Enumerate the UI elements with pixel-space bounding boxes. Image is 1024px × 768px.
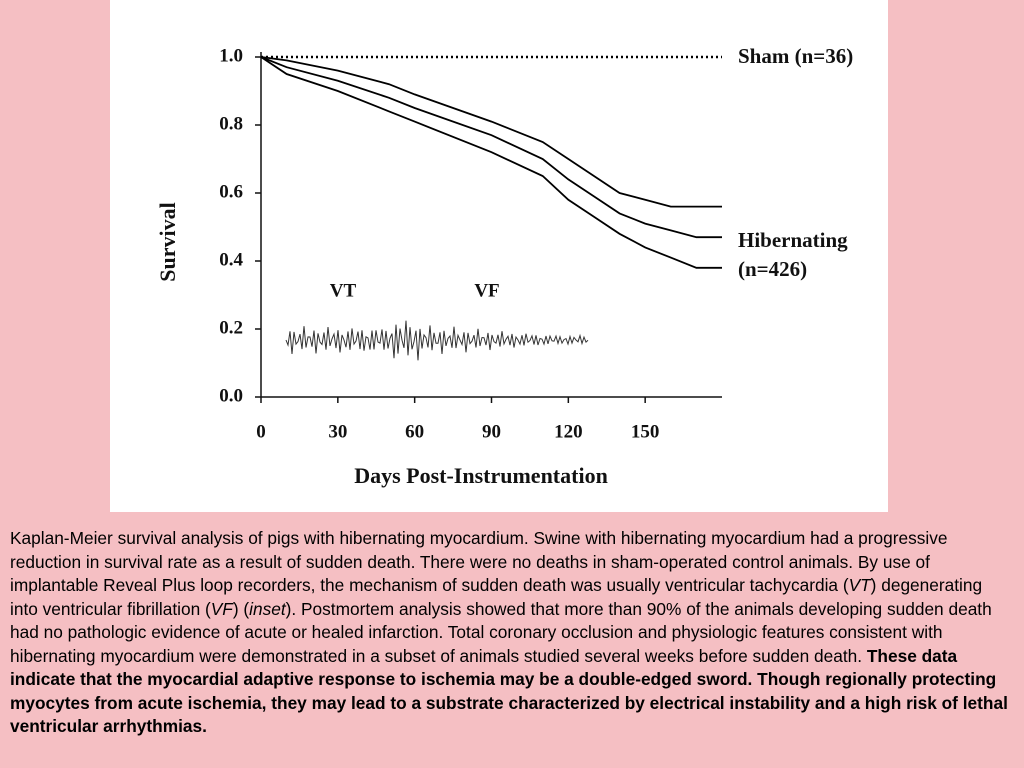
- survival-line: [260, 56, 722, 239]
- x-tick-label: 150: [631, 421, 660, 442]
- y-tick-label: 0.4: [219, 249, 243, 270]
- inset-ecg-trace: [285, 320, 589, 361]
- y-tick-label: 0.8: [219, 113, 243, 134]
- caption-segment: Kaplan-Meier survival analysis of pigs w…: [10, 528, 948, 595]
- caption-segment: ). Postmortem analysis showed that more …: [10, 598, 992, 666]
- series-label: Hibernating (n=426): [738, 228, 848, 281]
- survival-line: [260, 56, 722, 269]
- caption-segment: inset: [249, 598, 286, 619]
- annotation: VF: [474, 280, 499, 301]
- x-axis-label: Days Post-Instrumentation: [354, 463, 608, 488]
- caption-segment: VT: [848, 575, 871, 595]
- figure-panel: [110, 0, 888, 512]
- series-label: Sham (n=36): [738, 44, 854, 68]
- annotation: VT: [330, 280, 357, 301]
- y-tick-label: 0.6: [219, 181, 243, 202]
- y-tick-label: 0.2: [219, 317, 243, 338]
- y-tick-label: 1.0: [219, 45, 243, 66]
- x-tick-label: 120: [554, 421, 583, 442]
- caption-segment: VF: [210, 598, 233, 619]
- y-tick-label: 0.0: [219, 385, 243, 406]
- x-tick-label: 60: [405, 421, 424, 442]
- x-tick-label: 30: [328, 421, 347, 442]
- survival-line: [260, 56, 722, 208]
- caption-segment: These data indicate that the myocardial …: [10, 645, 1008, 737]
- caption-segment: ) degenerating into ventricular fibrilla…: [10, 575, 983, 619]
- caption-segment: ) (: [232, 598, 250, 619]
- x-tick-label: 90: [482, 421, 501, 442]
- x-tick-label: 0: [256, 421, 266, 442]
- chart: Survival Days Post-Instrumentation 0.0 0.…: [155, 45, 722, 488]
- y-axis-label: Survival: [155, 202, 180, 281]
- caption: Kaplan-Meier survival analysis of pigs w…: [10, 527, 1010, 739]
